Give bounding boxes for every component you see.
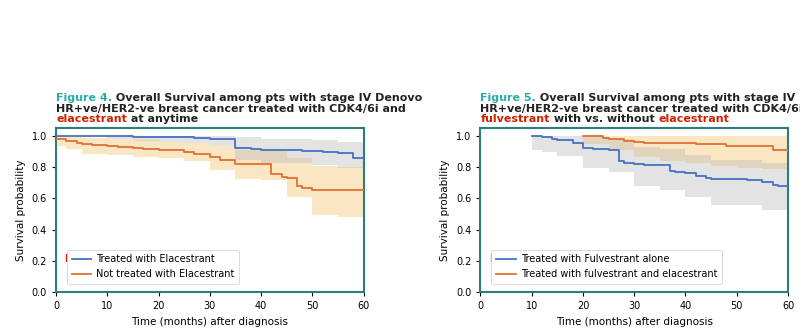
Text: with vs. without: with vs. without — [550, 114, 658, 124]
X-axis label: Time (months) after diagnosis: Time (months) after diagnosis — [131, 317, 288, 327]
Text: fulvestrant: fulvestrant — [481, 114, 550, 124]
Text: Overall Survival among pts with stage IV Denovo: Overall Survival among pts with stage IV… — [112, 93, 422, 103]
Text: Overall Survival among pts with stage IV Denovo: Overall Survival among pts with stage IV… — [536, 93, 800, 103]
Text: HR (95%CI): 4.1 (1.5, 11.2): HR (95%CI): 4.1 (1.5, 11.2) — [490, 254, 637, 264]
Y-axis label: Survival probability: Survival probability — [441, 159, 450, 261]
Text: Figure 4.: Figure 4. — [56, 93, 112, 103]
Text: elacestrant: elacestrant — [658, 114, 730, 124]
Text: Figure 5.: Figure 5. — [481, 93, 536, 103]
Text: HR (95%CI): 0.39 (0.18,0.84): HR (95%CI): 0.39 (0.18,0.84) — [66, 254, 223, 264]
Text: HR+ve/HER2-ve breast cancer treated with CDK4/6i and: HR+ve/HER2-ve breast cancer treated with… — [56, 103, 406, 114]
Y-axis label: Survival probability: Survival probability — [16, 159, 26, 261]
Legend: Treated with Elacestrant, Not treated with Elacestrant: Treated with Elacestrant, Not treated wi… — [67, 250, 239, 284]
Legend: Treated with Fulvestrant alone, Treated with fulvestrant and elacestrant: Treated with Fulvestrant alone, Treated … — [491, 250, 722, 284]
Text: elacestrant: elacestrant — [56, 114, 127, 124]
Text: at anytime: at anytime — [127, 114, 198, 124]
X-axis label: Time (months) after diagnosis: Time (months) after diagnosis — [556, 317, 713, 327]
Text: HR+ve/HER2-ve breast cancer treated with CDK4/6i and: HR+ve/HER2-ve breast cancer treated with… — [481, 103, 800, 114]
